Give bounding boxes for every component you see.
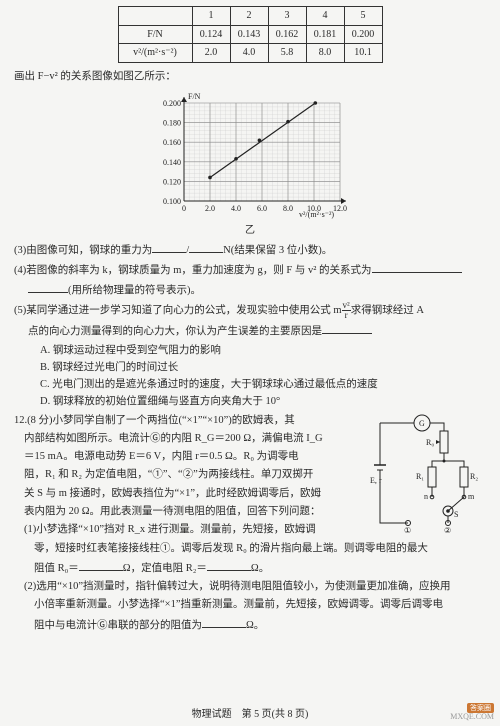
svg-text:G: G (419, 419, 425, 428)
page-footer: 物理试题 第 5 页(共 8 页) (0, 707, 500, 723)
chart-intro: 画出 F−v² 的关系图像如图乙所示： (14, 69, 486, 85)
svg-text:8.0: 8.0 (283, 204, 293, 213)
q12-2-line3: 阻中与电流计Ⓖ串联的部分的阻值为Ω。 (34, 616, 486, 634)
option-c: C. 光电门测出的是遮光条通过时的速度，大于钢球球心通过最低点的速度 (40, 377, 486, 393)
q4-blank[interactable] (372, 261, 462, 273)
svg-text:v²/(m²·s⁻²): v²/(m²·s⁻²) (299, 210, 334, 219)
table-row: F/N 0.1240.1430.1620.1810.200 (118, 25, 382, 44)
fraction-icon: v²r (342, 301, 351, 320)
q12-2-line2: 小倍率重新测量。小梦选择“×1”挡重新测量。测量前，先短接，欧姆调零。调零后调零… (34, 597, 486, 613)
option-d: D. 钢球释放的初始位置细绳与竖直方向夹角大于 10° (40, 394, 486, 410)
svg-text:0.200: 0.200 (163, 99, 181, 108)
fv-chart: 02.04.06.08.010.012.00.1000.1200.1400.16… (150, 89, 350, 219)
q5-line2: 点的向心力测量得到的向心力大，你认为产生误差的主要原因是 (28, 322, 486, 340)
data-table: 12345 F/N 0.1240.1430.1620.1810.200 v²/(… (118, 6, 383, 63)
svg-text:0.120: 0.120 (163, 177, 181, 186)
svg-text:0: 0 (182, 204, 186, 213)
chart-caption: 乙 (14, 223, 486, 239)
q3-blank-2[interactable] (189, 241, 223, 253)
q12-2-blank[interactable] (202, 616, 246, 628)
svg-text:S: S (454, 510, 458, 519)
q12-1-line2: 零，短接时红表笔接接线柱①。调零后发现 R₀ 的滑片指向最上端。则调零电阻的最大 (34, 541, 486, 557)
svg-text:m: m (468, 492, 475, 501)
q3-blank-1[interactable] (152, 241, 186, 253)
svg-text:0.100: 0.100 (163, 197, 181, 206)
circuit-diagram: E, r①GR₀R₁R₂nmS② (368, 413, 486, 533)
q5-blank[interactable] (322, 322, 372, 334)
svg-text:2.0: 2.0 (205, 204, 215, 213)
chart-container: 02.04.06.08.010.012.00.1000.1200.1400.16… (14, 89, 486, 239)
option-b: B. 钢球经过光电门的时间过长 (40, 360, 486, 376)
q12-1-line3: 阻值 R₀＝Ω，定值电阻 R₂＝Ω。 (34, 559, 486, 577)
svg-text:n: n (424, 492, 428, 501)
svg-text:12.0: 12.0 (333, 204, 347, 213)
table-row: v²/(m²·s⁻²) 2.04.05.88.010.1 (118, 44, 382, 63)
svg-text:0.140: 0.140 (163, 158, 181, 167)
svg-text:R₁: R₁ (416, 472, 424, 481)
svg-text:F/N: F/N (188, 92, 201, 101)
q4-blank-cont[interactable] (28, 281, 68, 293)
table-header-row: 12345 (118, 7, 382, 26)
svg-text:6.0: 6.0 (257, 204, 267, 213)
q5-line1: (5)某同学通过进一步学习知道了向心力的公式，发现实验中使用公式 mv²r求得钢… (14, 301, 486, 320)
svg-text:R₂: R₂ (470, 472, 478, 481)
svg-text:②: ② (444, 526, 451, 533)
q12-1-blank-2[interactable] (207, 559, 251, 571)
q3-line: (3)由图像可知，钢球的重力为/N(结果保留 3 位小数)。 (14, 241, 486, 259)
q4-line1: (4)若图像的斜率为 k，钢球质量为 m，重力加速度为 g，则 F 与 v² 的… (14, 261, 486, 279)
q4-line2: (用所给物理量的符号表示)。 (28, 281, 486, 299)
q12-1-blank-1[interactable] (79, 559, 123, 571)
watermark: 答案圈 MXQE.COM (450, 704, 494, 722)
svg-text:4.0: 4.0 (231, 204, 241, 213)
option-a: A. 钢球运动过程中受到空气阻力的影响 (40, 343, 486, 359)
svg-text:R₀: R₀ (426, 438, 434, 447)
svg-text:0.160: 0.160 (163, 138, 181, 147)
svg-text:①: ① (404, 526, 411, 533)
q12-2-line1: (2)选用“×10”挡测量时，指针偏转过大，说明待测电阻阻值较小，为使测量更加准… (24, 579, 486, 595)
svg-text:0.180: 0.180 (163, 118, 181, 127)
